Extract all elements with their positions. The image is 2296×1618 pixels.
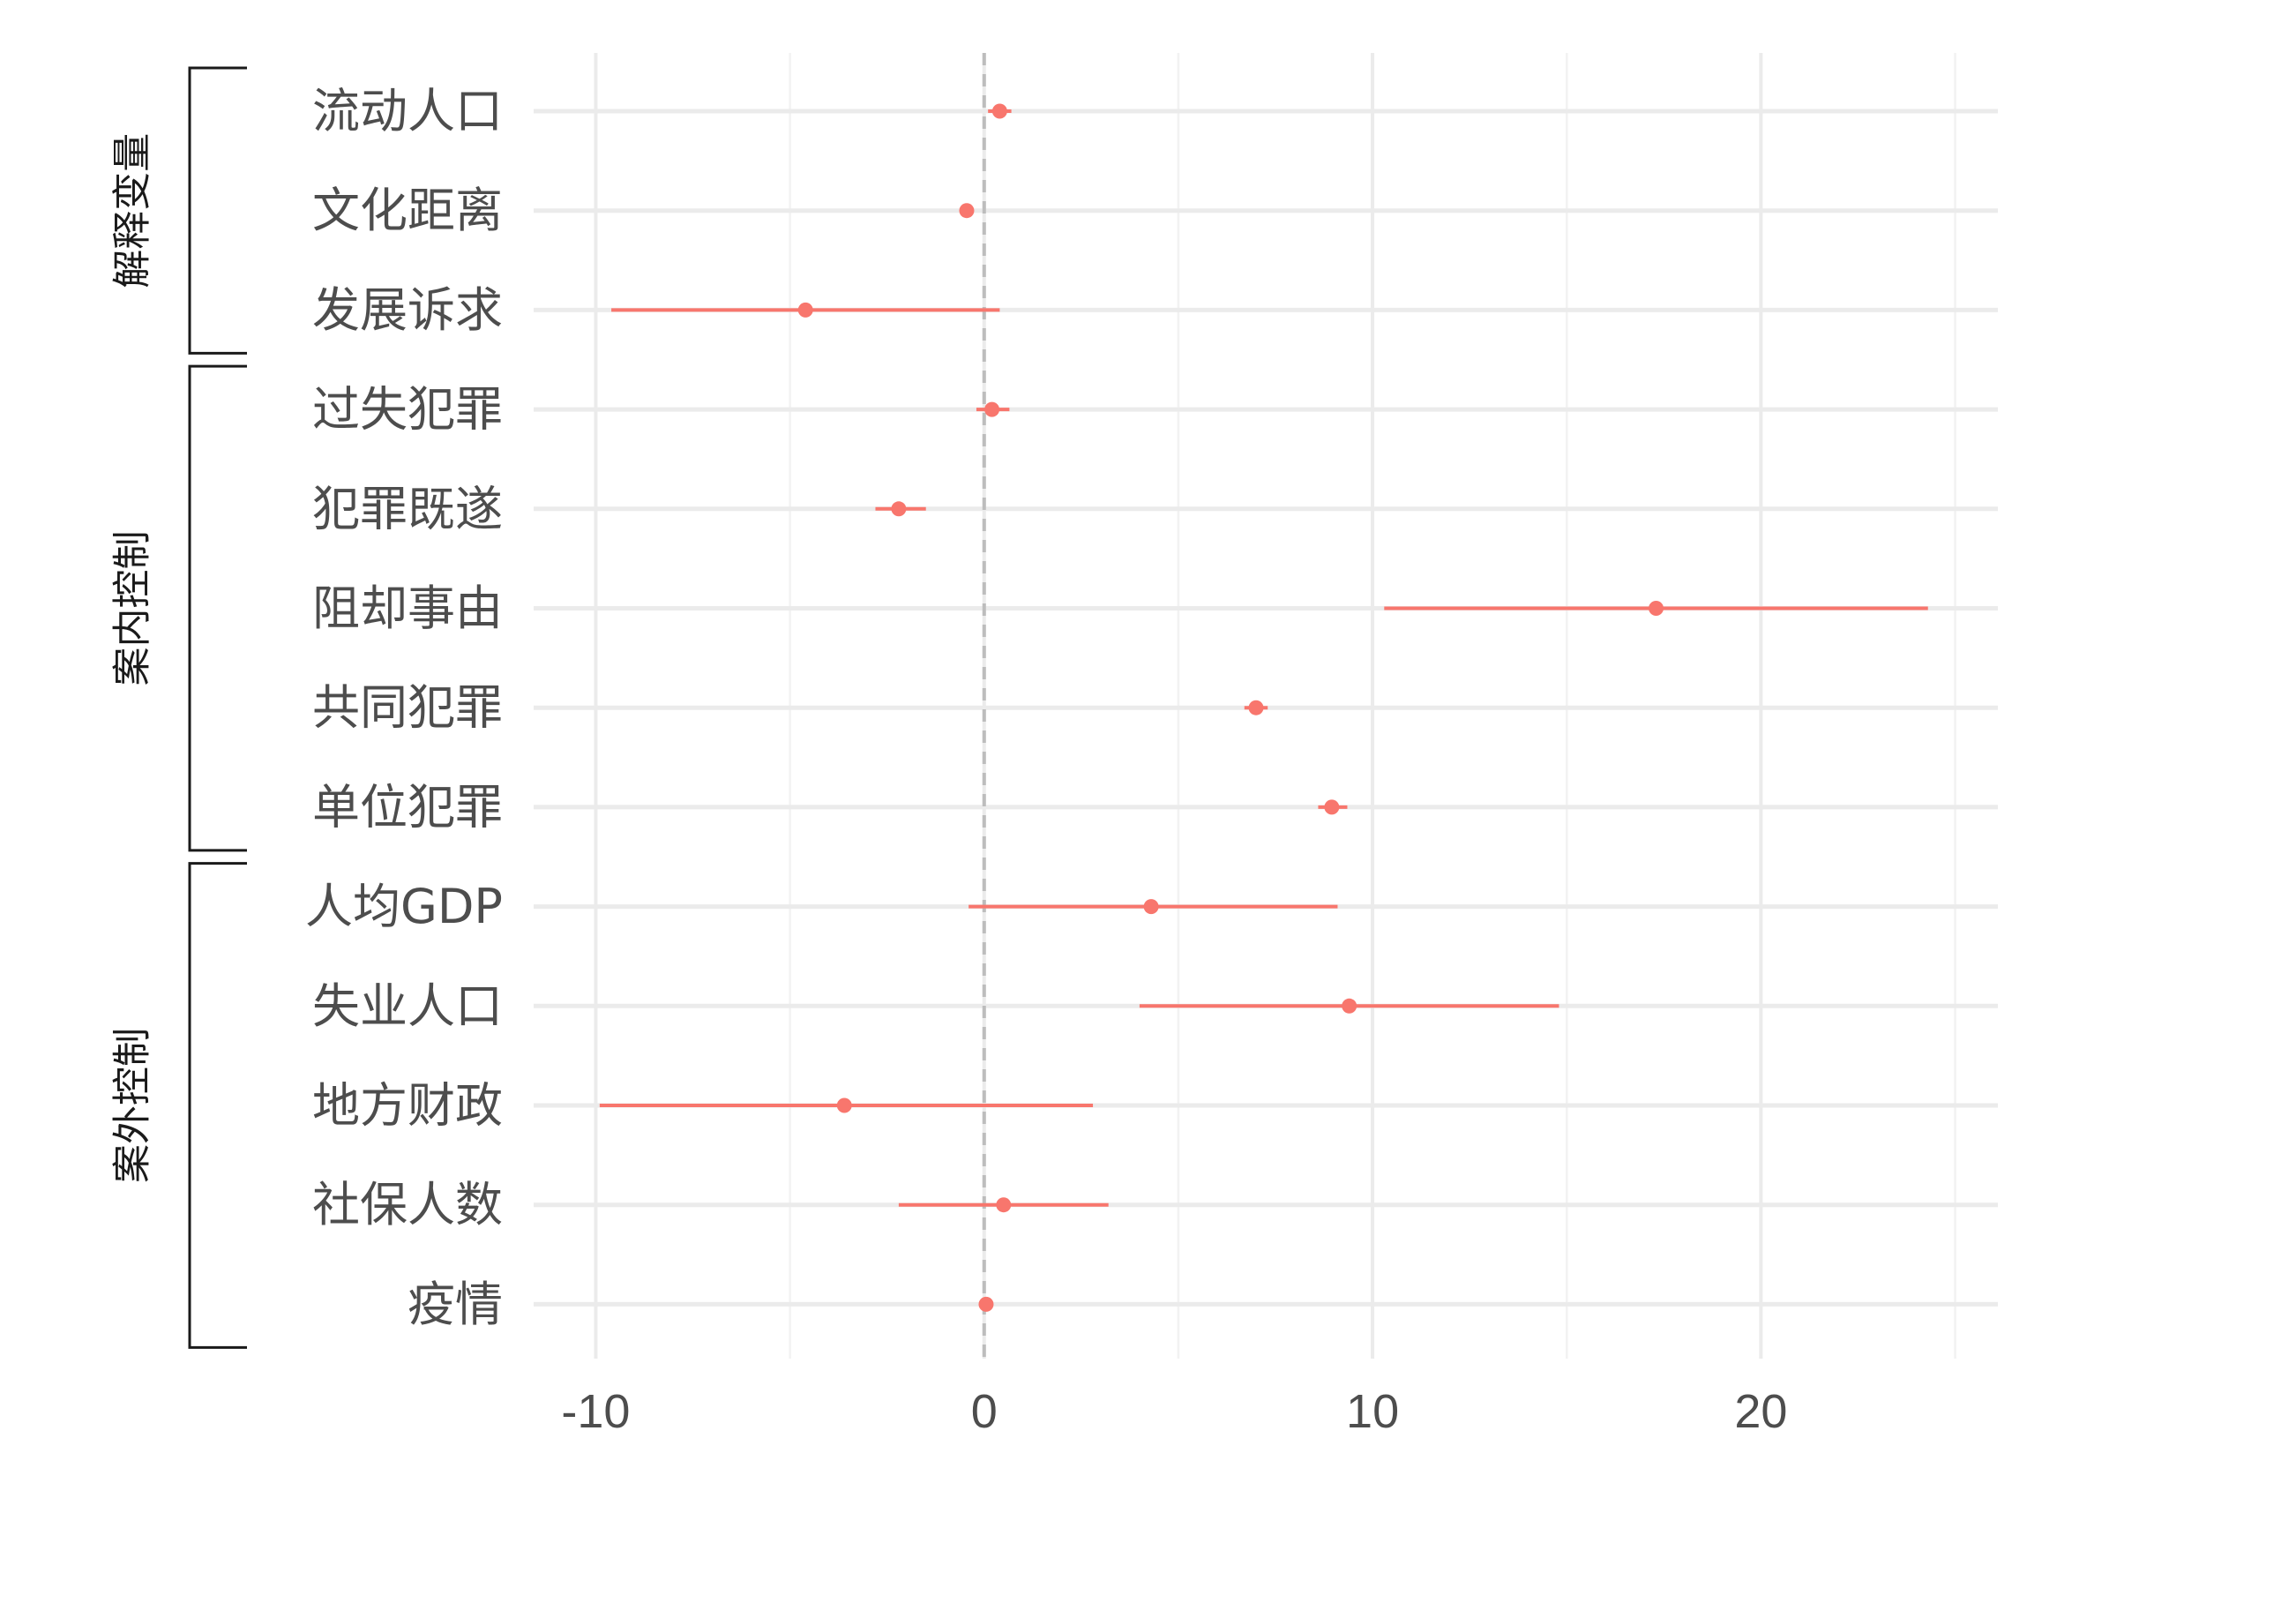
y-tick-label: 发展诉求 — [312, 282, 503, 338]
y-tick-label: 单位犯罪 — [312, 779, 503, 835]
x-tick-label: -10 — [561, 1385, 630, 1438]
y-tick-label: 文化距离 — [312, 183, 503, 238]
x-tick-label: 20 — [1734, 1385, 1787, 1438]
y-tick-label: 过失犯罪 — [312, 382, 503, 438]
y-tick-label: 阻却事由 — [312, 581, 503, 636]
data-point — [797, 302, 813, 318]
y-tick-label: 人均GDP — [305, 879, 503, 934]
data-point — [836, 1097, 852, 1113]
group-label: 案内控制 — [110, 531, 155, 686]
group-bracket — [188, 66, 247, 355]
y-tick-label: 共同犯罪 — [312, 680, 503, 736]
group-bracket — [188, 364, 247, 852]
data-point — [1248, 700, 1264, 715]
group-bracket — [188, 862, 247, 1349]
data-point — [891, 501, 907, 517]
data-point — [978, 1296, 994, 1312]
data-point — [1143, 899, 1159, 915]
x-tick-label: 0 — [971, 1385, 998, 1438]
data-point — [996, 1197, 1012, 1213]
data-point — [1324, 799, 1340, 815]
data-point — [1649, 601, 1664, 616]
points — [797, 103, 1664, 1312]
group-label: 解释变量 — [110, 133, 155, 288]
data-point — [991, 103, 1007, 119]
x-axis-tick-labels: -10 0 10 20 — [561, 1385, 1787, 1438]
y-tick-label: 地方财政 — [312, 1078, 503, 1134]
y-tick-label: 疫情 — [408, 1277, 503, 1332]
group-label: 案外控制 — [110, 1028, 155, 1183]
y-tick-label: 失业人口 — [312, 978, 503, 1034]
x-tick-label: 10 — [1346, 1385, 1399, 1438]
data-point — [984, 401, 1000, 417]
y-tick-label: 社保人数 — [312, 1177, 503, 1232]
data-point — [959, 203, 975, 219]
grid — [534, 53, 1998, 1359]
y-tick-label: 犯罪既遂 — [312, 481, 503, 536]
data-point — [1342, 998, 1357, 1014]
y-tick-label: 流动人口 — [312, 84, 503, 139]
